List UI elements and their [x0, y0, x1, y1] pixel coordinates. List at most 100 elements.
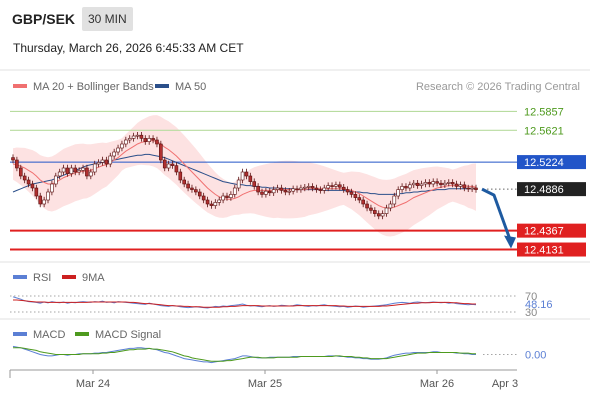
- candle-body: [92, 163, 97, 173]
- candle-body: [373, 210, 377, 214]
- candle-body: [205, 199, 210, 205]
- credit-label: Research © 2026 Trading Central: [416, 81, 580, 93]
- bollinger-band-fill: [13, 115, 476, 237]
- rsi-ma-line: [13, 299, 476, 308]
- candle-body: [120, 143, 124, 149]
- candle-body: [151, 138, 155, 141]
- candle-body: [104, 159, 109, 165]
- candle-body: [458, 184, 463, 187]
- candle-body: [135, 134, 140, 137]
- chart-header: GBP/SEK 30 MIN: [0, 0, 590, 34]
- candle-body: [124, 139, 128, 145]
- macd-zero-label: 0.00: [525, 350, 546, 362]
- candle-body: [427, 182, 432, 185]
- candle-body: [256, 186, 260, 193]
- candle-body: [57, 171, 62, 177]
- macd-signal-legend-label: MACD Signal: [95, 329, 161, 341]
- candle-body: [450, 182, 455, 185]
- candle-body: [330, 185, 334, 187]
- level-label-resistance-1: 12.5621: [524, 125, 564, 137]
- candle-body: [127, 138, 132, 141]
- timeframe-button[interactable]: 30 MIN: [82, 7, 133, 31]
- candle-body: [314, 187, 319, 190]
- ma20-legend-label: MA 20 + Bollinger Bands: [33, 81, 154, 93]
- candle-body: [287, 190, 292, 193]
- candle-body: [283, 190, 288, 193]
- x-tick-label-0: Mar 24: [76, 378, 110, 390]
- candle-body: [275, 187, 280, 190]
- candle-body: [50, 183, 54, 193]
- x-tick-label-1: Mar 25: [248, 378, 282, 390]
- candle-body: [400, 186, 404, 190]
- candle-body: [159, 143, 163, 161]
- macd-legend-swatch: [13, 332, 27, 336]
- candle-body: [431, 181, 436, 185]
- candle-body: [108, 155, 113, 165]
- candle-body: [34, 187, 39, 197]
- candle-body: [96, 162, 101, 165]
- candle-body: [100, 159, 105, 163]
- candle-body: [252, 181, 257, 187]
- candle-body: [295, 188, 299, 191]
- candle-body: [77, 170, 81, 173]
- candle-body: [38, 195, 43, 205]
- ma50-legend-label: MA 50: [175, 81, 206, 93]
- candle-body: [18, 167, 23, 177]
- candle-body: [310, 186, 315, 189]
- candle-body: [318, 189, 323, 191]
- candle-body: [345, 189, 350, 193]
- candle-body: [240, 171, 245, 181]
- candle-body: [439, 182, 443, 186]
- candle-body: [213, 202, 218, 206]
- candle-body: [454, 183, 459, 187]
- candle-body: [201, 195, 206, 201]
- candle-body: [116, 147, 120, 153]
- candle-body: [166, 163, 171, 169]
- macd-panel: 0.00: [12, 345, 546, 364]
- candle-body: [217, 199, 222, 203]
- candle-body: [53, 175, 58, 185]
- candlesticks: [11, 132, 478, 220]
- candle-body: [232, 187, 237, 195]
- candle-body: [229, 194, 233, 198]
- candle-body: [419, 183, 424, 186]
- candle-body: [73, 167, 78, 173]
- candle-body: [353, 194, 358, 198]
- macd-line: [12, 345, 476, 364]
- candle-body: [147, 138, 151, 142]
- level-label-resistance-0: 12.5857: [524, 106, 564, 118]
- candle-body: [279, 187, 284, 191]
- candle-body: [11, 157, 15, 161]
- candle-body: [322, 187, 327, 191]
- rsi-current-value: 48.16: [525, 299, 553, 311]
- candle-body: [396, 189, 400, 197]
- candle-body: [291, 188, 295, 192]
- candle-body: [408, 184, 412, 189]
- candle-body: [404, 186, 408, 189]
- candle-body: [260, 191, 264, 195]
- candle-body: [415, 182, 420, 186]
- forecast-arrow-shaft: [481, 187, 512, 241]
- ma20-legend-swatch: [13, 84, 27, 88]
- candle-body: [112, 151, 116, 157]
- candle-body: [388, 203, 393, 209]
- candle-body: [155, 139, 159, 145]
- rsi-ma-legend-swatch: [62, 275, 76, 279]
- candle-body: [162, 159, 167, 169]
- x-tick-label-2: Mar 26: [420, 378, 454, 390]
- candle-body: [30, 183, 35, 189]
- candle-body: [65, 167, 70, 174]
- candle-body: [221, 195, 225, 201]
- macd-signal-legend-swatch: [75, 332, 89, 336]
- candle-body: [81, 167, 85, 171]
- candle-body: [236, 179, 241, 189]
- candle-body: [69, 167, 74, 174]
- candle-body: [326, 185, 330, 189]
- price-levels: 12.5857 12.5621 12.5224 12.4886 12.4367 12.41…: [10, 106, 586, 257]
- candle-body: [131, 135, 136, 139]
- candle-body: [474, 187, 478, 190]
- candle-body: [248, 175, 253, 182]
- candle-body: [143, 138, 148, 142]
